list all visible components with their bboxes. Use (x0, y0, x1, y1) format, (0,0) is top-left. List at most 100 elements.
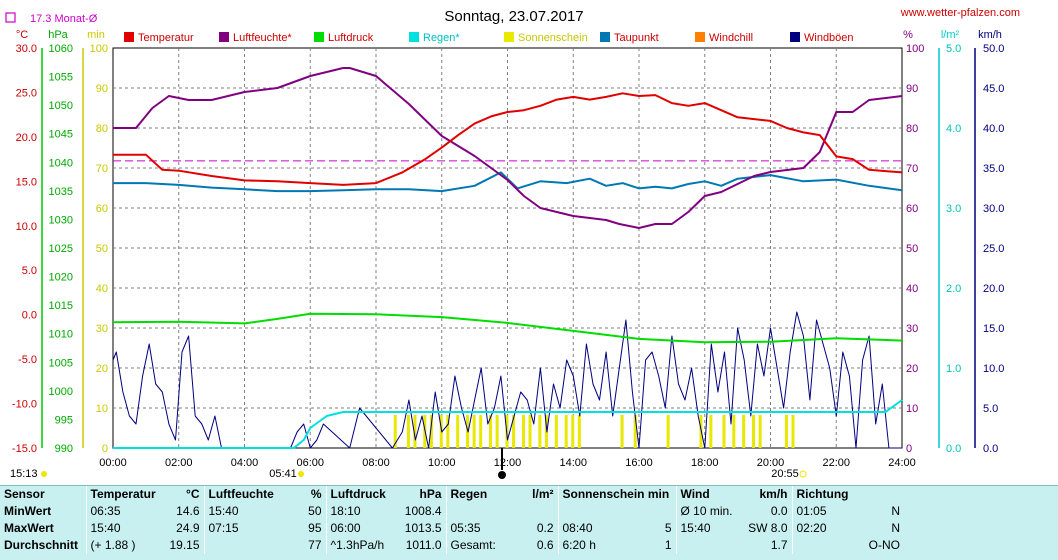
series-luftfeuchte (113, 67, 903, 229)
legend-swatch (409, 32, 419, 42)
hdr-wind-unit: km/h (759, 487, 788, 501)
sunshine-bar (429, 415, 433, 448)
press-tick: 1025 (49, 243, 73, 255)
press-tick: 1000 (49, 386, 73, 398)
legend-label: Sonnenschein (518, 32, 588, 44)
hdr-temp: Temperatur (85, 486, 164, 503)
summary-cell: 08:40 (557, 520, 628, 537)
legend-item: Taupunkt (600, 32, 659, 44)
wind-unit: km/h (978, 29, 1002, 41)
min-unit: min (87, 29, 105, 41)
pct-tick: 100 (906, 43, 924, 55)
temp-tick: 20.0 (16, 132, 37, 144)
summary-cell: 24.9 (176, 521, 200, 535)
temp-tick: 15.0 (16, 176, 37, 188)
weather-chart: Sonntag, 23.07.2017 www.wetter-pfalzen.c… (5, 7, 1020, 480)
hdr-temp-unit: °C (186, 487, 200, 501)
summary-cell: ^1.3hPa/h (325, 537, 400, 554)
sunshine-bar (577, 415, 581, 448)
sunshine-bar (538, 415, 542, 448)
sunshine-bar (495, 415, 499, 448)
legend-swatch (124, 32, 134, 42)
press-tick: 1020 (49, 272, 73, 284)
legend-swatch (504, 32, 514, 42)
summary-cell: 77 (308, 538, 322, 552)
pct-unit: % (903, 29, 913, 41)
pct-tick: 90 (906, 83, 918, 95)
sunset-time: 20:55 (771, 468, 799, 480)
summary-cell: 0.0 (770, 504, 788, 518)
press-tick: 1005 (49, 357, 73, 369)
temp-tick: 25.0 (16, 87, 37, 99)
wind-tick: 0.0 (983, 443, 998, 455)
summary-table: Sensor Temperatur °C Luftfeuchte % Luftd… (0, 486, 904, 554)
summary-cell: N (891, 521, 900, 535)
summary-cell: 15:40 (203, 503, 288, 520)
summary-cell: (+ 1.88 ) (85, 537, 164, 554)
summary-row: MinWert 06:35 14.6 15:40 50 18:10 1008.4 Ø 10 m… (0, 503, 904, 520)
sunshine-bar (784, 415, 788, 448)
summary-cell: 06:35 (85, 503, 164, 520)
min-tick: 30 (96, 323, 108, 335)
legend-swatch (314, 32, 324, 42)
press-tick: 1035 (49, 186, 73, 198)
sunshine-bar (732, 415, 736, 448)
pct-tick: 80 (906, 123, 918, 135)
wind-tick: 15.0 (983, 323, 1004, 335)
summary-cell: 95 (308, 521, 322, 535)
legend-swatch (695, 32, 705, 42)
press-tick: 1030 (49, 214, 73, 226)
legend-label: Luftfeuchte* (233, 32, 292, 44)
x-tick: 00:00 (99, 457, 127, 469)
press-unit: hPa (48, 29, 68, 41)
x-tick: 08:00 (362, 457, 390, 469)
min-tick: 0 (102, 443, 108, 455)
x-tick: 10:00 (428, 457, 456, 469)
summary-cell: 50 (308, 504, 322, 518)
legend-item: Luftdruck (314, 32, 374, 44)
hdr-wind: Wind (675, 486, 740, 503)
pct-tick: 20 (906, 363, 918, 375)
min-tick: 50 (96, 243, 108, 255)
temp-tick: 5.0 (22, 265, 37, 277)
x-tick: 12:00 (494, 457, 522, 469)
left-time: 15:13 (10, 468, 38, 480)
pct-tick: 50 (906, 243, 918, 255)
summary-cell: 18:10 (325, 503, 400, 520)
sunshine-bar (709, 415, 713, 448)
x-tick: 24:00 (888, 457, 916, 469)
summary-cell (203, 537, 288, 554)
wind-tick: 5.0 (983, 403, 998, 415)
sunshine-bar (554, 415, 558, 448)
summary-cell: MinWert (4, 504, 52, 518)
site-link[interactable]: www.wetter-pfalzen.com (900, 7, 1020, 19)
x-tick: 16:00 (625, 457, 653, 469)
wind-tick: 35.0 (983, 163, 1004, 175)
hdr-rain-unit: l/m² (532, 487, 554, 501)
noon-marker-icon (498, 471, 506, 479)
wind-tick: 25.0 (983, 243, 1004, 255)
legend-label: Luftdruck (328, 32, 374, 44)
summary-cell: 15:40 (85, 520, 164, 537)
sunshine-bar (406, 415, 410, 448)
sunshine-bar (489, 415, 493, 448)
sunshine-bar (571, 415, 575, 448)
summary-cell: 19.15 (169, 538, 200, 552)
min-tick: 70 (96, 163, 108, 175)
x-tick: 22:00 (822, 457, 850, 469)
pct-tick: 10 (906, 403, 918, 415)
press-tick: 1015 (49, 300, 73, 312)
summary-cell: 1008.4 (404, 504, 442, 518)
summary-cell: 6:20 h (557, 537, 628, 554)
x-tick: 06:00 (296, 457, 324, 469)
sunshine-bar (742, 415, 746, 448)
legend-item: Windchill (695, 32, 753, 44)
summary-cell: SW 8.0 (748, 521, 788, 535)
min-tick: 60 (96, 203, 108, 215)
summary-cell: 1.7 (770, 538, 788, 552)
summary-cell (628, 503, 676, 520)
sunshine-bar (413, 415, 417, 448)
rain-tick: 0.0 (946, 443, 961, 455)
sunset-icon (799, 470, 807, 478)
min-tick: 90 (96, 83, 108, 95)
